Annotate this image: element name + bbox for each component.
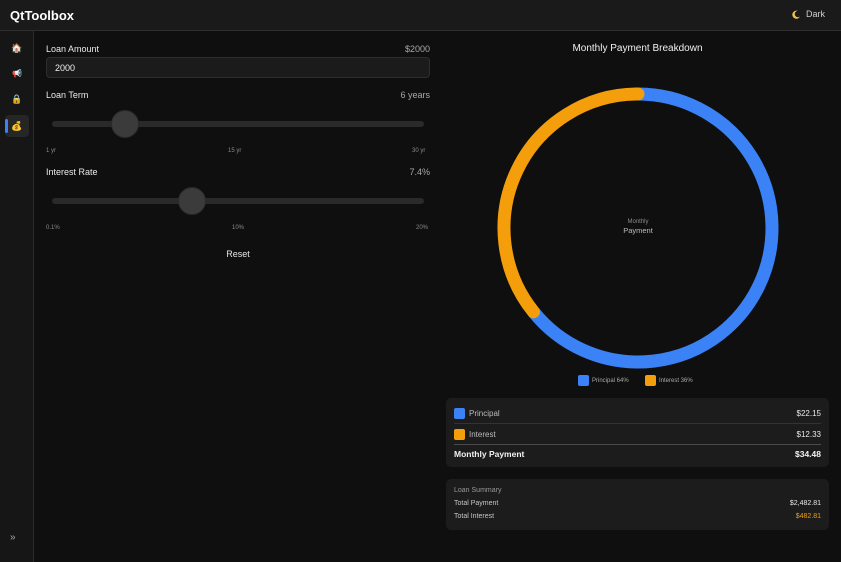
total-interest-label: Total Interest — [454, 513, 495, 520]
megaphone-icon: 📢 — [12, 68, 22, 78]
loan-amount-label: Loan Amount — [46, 44, 100, 54]
legend-principal-label: Principal 64% — [592, 377, 629, 384]
interest-rate-value: 7.4% — [409, 167, 430, 177]
payment-donut-chart: Monthly Payment — [497, 87, 779, 369]
loan-term-label: Loan Term — [46, 90, 89, 100]
loan-term-tick-max: 30 yr — [412, 148, 426, 154]
legend-interest-swatch — [645, 375, 656, 386]
principal-row: Principal $22.15 — [454, 406, 821, 420]
loan-summary-card: Loan Summary Total Payment $2,482.81 Tot… — [446, 479, 829, 530]
money-bag-icon: 💰 — [11, 120, 23, 131]
chart-title: Monthly Payment Breakdown — [572, 43, 703, 54]
loan-summary-title: Loan Summary — [454, 487, 821, 494]
sidebar-expand-button[interactable]: » — [10, 532, 16, 543]
interest-rate-tick-min: 0.1% — [46, 225, 60, 231]
principal-slice — [528, 87, 779, 369]
divider — [454, 423, 821, 424]
theme-label: Dark — [805, 9, 825, 19]
loan-term-value: 6 years — [400, 90, 430, 100]
donut-center-caption: Monthly — [627, 219, 648, 225]
total-payment-label: Total Payment — [454, 500, 499, 507]
app-title: QtToolbox — [10, 8, 75, 23]
sidebar: 🏠 📢 🔒 💰 » — [0, 31, 34, 562]
interest-rate-slider-handle[interactable] — [178, 187, 207, 215]
loan-term-slider[interactable] — [52, 121, 424, 127]
interest-rate-tick-max: 20% — [416, 225, 429, 231]
interest-rate-tick-mid: 10% — [232, 225, 245, 231]
payment-breakdown-card: Principal $22.15 Interest $12.33 Monthly… — [446, 398, 829, 467]
home-icon: 🏠 — [11, 42, 23, 53]
interest-row: Interest $12.33 — [454, 427, 821, 441]
principal-swatch — [454, 407, 465, 419]
loan-term-slider-handle[interactable] — [111, 110, 140, 138]
interest-swatch — [454, 428, 465, 440]
principal-label: Principal — [469, 408, 500, 418]
sidebar-item-home[interactable]: 🏠 — [5, 37, 29, 59]
total-payment-value: $2,482.81 — [789, 500, 821, 507]
legend-interest-label: Interest 36% — [659, 377, 693, 384]
divider — [454, 444, 821, 445]
loan-amount-input[interactable] — [46, 57, 430, 78]
top-bar: QtToolbox Dark — [0, 0, 841, 31]
legend-principal: Principal 64% — [578, 375, 629, 386]
interest-label: Interest — [469, 429, 496, 439]
donut-center-label: Payment — [623, 226, 654, 235]
interest-value: $12.33 — [796, 429, 821, 439]
sidebar-item-loan-calculator[interactable]: 💰 — [5, 115, 29, 137]
loan-amount-value: $2000 — [404, 44, 430, 54]
reset-button[interactable]: Reset — [206, 246, 270, 262]
sidebar-item-security[interactable]: 🔒 — [5, 88, 29, 110]
theme-toggle[interactable]: Dark — [792, 9, 825, 19]
monthly-payment-row: Monthly Payment $34.48 — [454, 448, 821, 460]
interest-rate-slider[interactable] — [52, 198, 424, 204]
moon-icon — [792, 10, 801, 19]
principal-value: $22.15 — [796, 408, 821, 418]
total-interest-row: Total Interest $482.81 — [454, 513, 821, 520]
monthly-payment-label: Monthly Payment — [454, 449, 525, 459]
legend-interest: Interest 36% — [645, 375, 693, 386]
total-interest-value: $482.81 — [795, 513, 821, 520]
interest-slice — [497, 87, 645, 319]
sidebar-item-announcements[interactable]: 📢 — [5, 62, 29, 84]
legend-principal-swatch — [578, 375, 589, 386]
loan-term-tick-mid: 15 yr — [228, 148, 242, 154]
loan-summary-title-text: Loan Summary — [454, 487, 502, 494]
lock-icon: 🔒 — [11, 93, 23, 104]
monthly-payment-value: $34.48 — [795, 449, 821, 459]
interest-rate-label: Interest Rate — [46, 167, 98, 177]
total-payment-row: Total Payment $2,482.81 — [454, 500, 821, 507]
loan-term-tick-min: 1 yr — [46, 148, 57, 154]
